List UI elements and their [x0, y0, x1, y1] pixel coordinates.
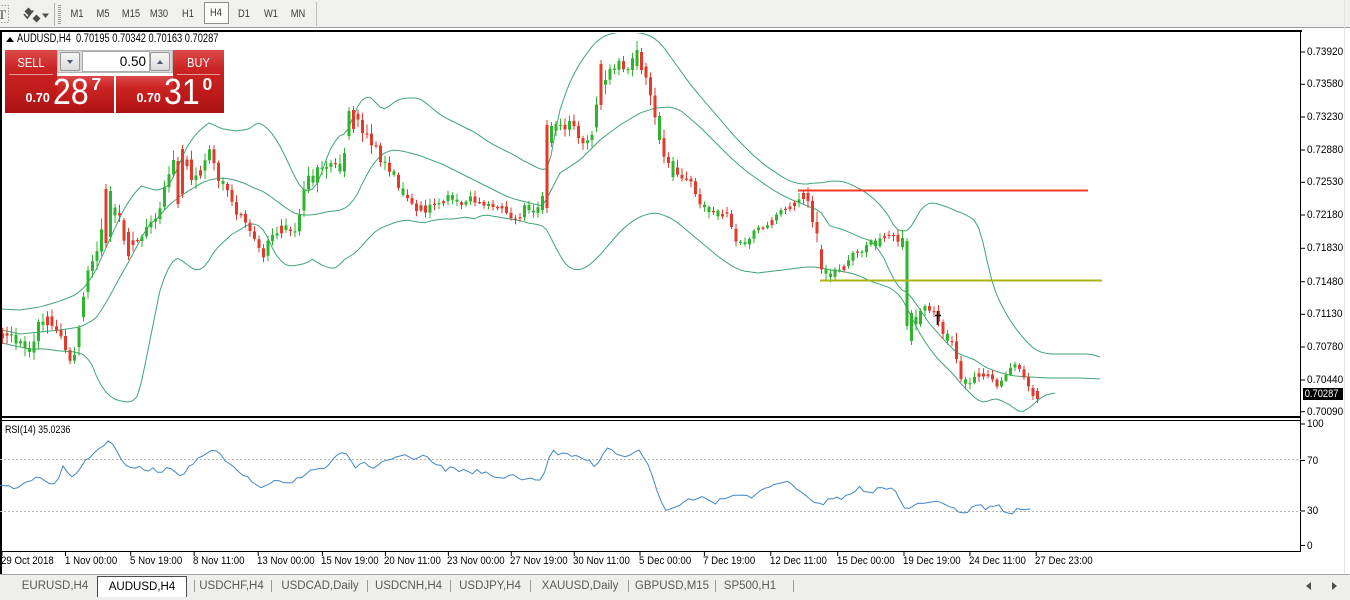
svg-text:T: T — [0, 7, 6, 22]
